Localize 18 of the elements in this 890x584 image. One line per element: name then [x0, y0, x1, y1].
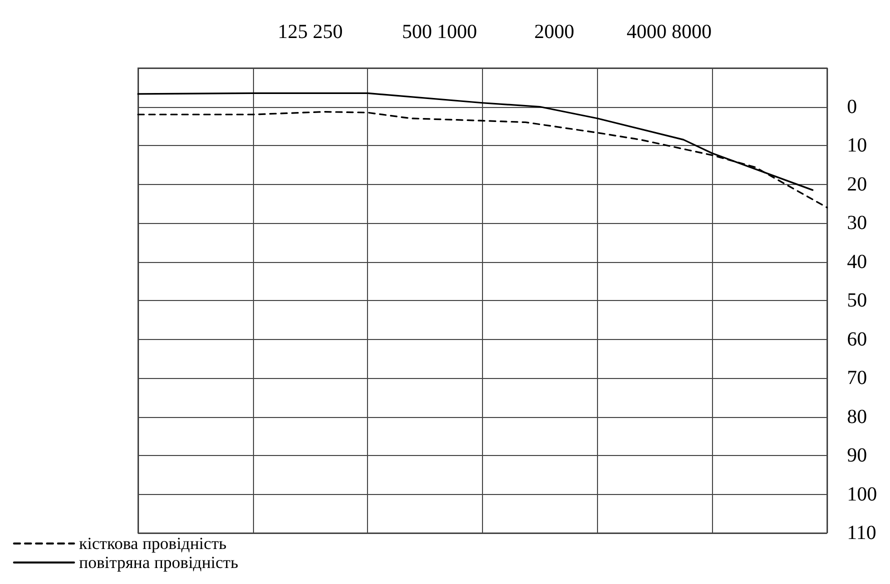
- y-tick-label: 0: [847, 96, 857, 118]
- x-tick-label: 125 250: [278, 21, 343, 43]
- x-tick-label: 2000: [534, 21, 574, 43]
- y-tick-label: 100: [847, 483, 877, 506]
- x-tick-label: 500 1000: [402, 21, 477, 43]
- y-tick-label: 110: [847, 522, 876, 544]
- y-tick-label: 40: [847, 250, 867, 273]
- y-tick-label: 60: [847, 328, 867, 350]
- y-tick-label: 20: [847, 173, 867, 196]
- y-tick-label: 30: [847, 212, 867, 234]
- legend-label: кісткова провідність: [79, 534, 227, 553]
- y-tick-label: 10: [847, 134, 867, 156]
- y-tick-label: 80: [847, 406, 867, 428]
- y-tick-label: 50: [847, 290, 867, 312]
- legend-label: повітряна провідність: [79, 553, 238, 572]
- y-tick-label: 90: [847, 444, 867, 466]
- y-tick-label: 70: [847, 367, 867, 389]
- x-tick-label: 4000 8000: [626, 21, 712, 43]
